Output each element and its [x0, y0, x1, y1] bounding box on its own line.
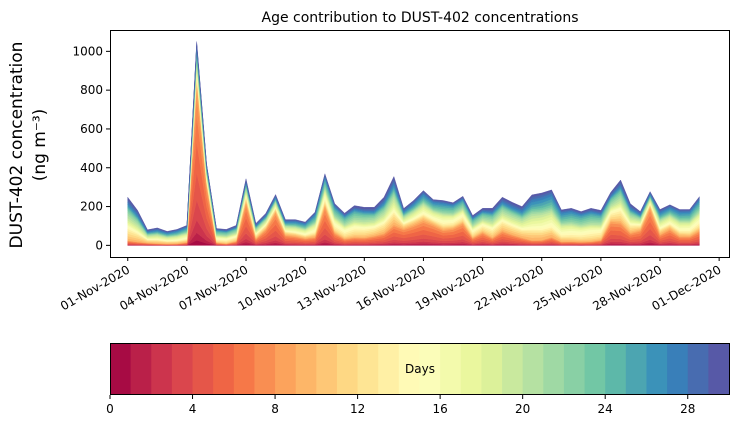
- colorbar-segment-day-9: [295, 343, 317, 394]
- y-tick-label: 0: [95, 238, 103, 252]
- colorbar: [110, 343, 730, 394]
- colorbar-segment-day-24: [605, 343, 627, 394]
- colorbar-segment-day-17: [460, 343, 482, 394]
- y-axis-label: DUST-402 concentration: [7, 42, 27, 249]
- colorbar-segment-day-21: [543, 343, 565, 394]
- colorbar-segment-day-10: [316, 343, 338, 394]
- colorbar-tick-label: 8: [271, 402, 279, 416]
- y-tick-label: 800: [80, 83, 103, 97]
- y-tick-label: 1000: [72, 44, 103, 58]
- colorbar-label: Days: [405, 362, 435, 376]
- x-axis: 01-Nov-202004-Nov-202007-Nov-202010-Nov-…: [58, 257, 724, 313]
- y-tick-label: 200: [80, 200, 103, 214]
- colorbar-segment-day-2: [151, 343, 173, 394]
- colorbar-segment-day-22: [563, 343, 586, 394]
- colorbar-segment-day-12: [357, 343, 379, 394]
- colorbar-segment-day-25: [625, 343, 647, 394]
- colorbar-tick-label: 0: [106, 402, 114, 416]
- colorbar-segment-day-20: [522, 343, 544, 394]
- colorbar-tick-label: 4: [189, 402, 197, 416]
- age-band-day-29: [127, 41, 700, 233]
- colorbar-segment-day-16: [440, 343, 462, 394]
- colorbar-segment-day-5: [213, 343, 235, 394]
- colorbar-segment-day-3: [171, 343, 194, 394]
- colorbar-segment-day-29: [708, 343, 730, 394]
- colorbar-ticks: 0 4 8 12 16 20 24 28: [106, 395, 695, 416]
- colorbar-tick-label: 24: [598, 402, 613, 416]
- colorbar-segment-day-8: [275, 343, 297, 394]
- y-axis-unit-label: (ng m⁻³): [30, 109, 50, 182]
- colorbar-tick-label: 20: [515, 402, 530, 416]
- colorbar-segment-day-14: [398, 343, 420, 394]
- colorbar-segment-day-1: [130, 343, 152, 394]
- colorbar-segment-day-11: [336, 343, 359, 394]
- colorbar-segment-day-27: [667, 343, 689, 394]
- colorbar-segment-day-19: [502, 343, 524, 394]
- colorbar-segment-day-18: [481, 343, 503, 394]
- stacked-areas: [127, 41, 700, 246]
- chart-title: Age contribution to DUST-402 concentrati…: [262, 10, 579, 26]
- colorbar-frame: [110, 343, 730, 395]
- y-axis: 0 200 400 600 800 1000: [72, 44, 110, 252]
- colorbar-segment-day-28: [687, 343, 709, 394]
- colorbar-tick-label: 16: [432, 402, 447, 416]
- colorbar-segment-day-13: [378, 343, 400, 394]
- colorbar-segment-day-0: [110, 343, 132, 394]
- colorbar-segment-day-23: [584, 343, 606, 394]
- colorbar-segment-day-4: [192, 343, 214, 394]
- plot-frame: [110, 30, 730, 258]
- colorbar-segment-day-7: [254, 343, 276, 394]
- colorbar-segment-day-26: [646, 343, 668, 394]
- colorbar-tick-label: 12: [350, 402, 365, 416]
- y-tick-label: 600: [80, 122, 103, 136]
- colorbar-segment-day-6: [233, 343, 255, 394]
- colorbar-tick-label: 28: [680, 402, 695, 416]
- colorbar-segment-day-15: [419, 343, 441, 394]
- y-tick-label: 400: [80, 161, 103, 175]
